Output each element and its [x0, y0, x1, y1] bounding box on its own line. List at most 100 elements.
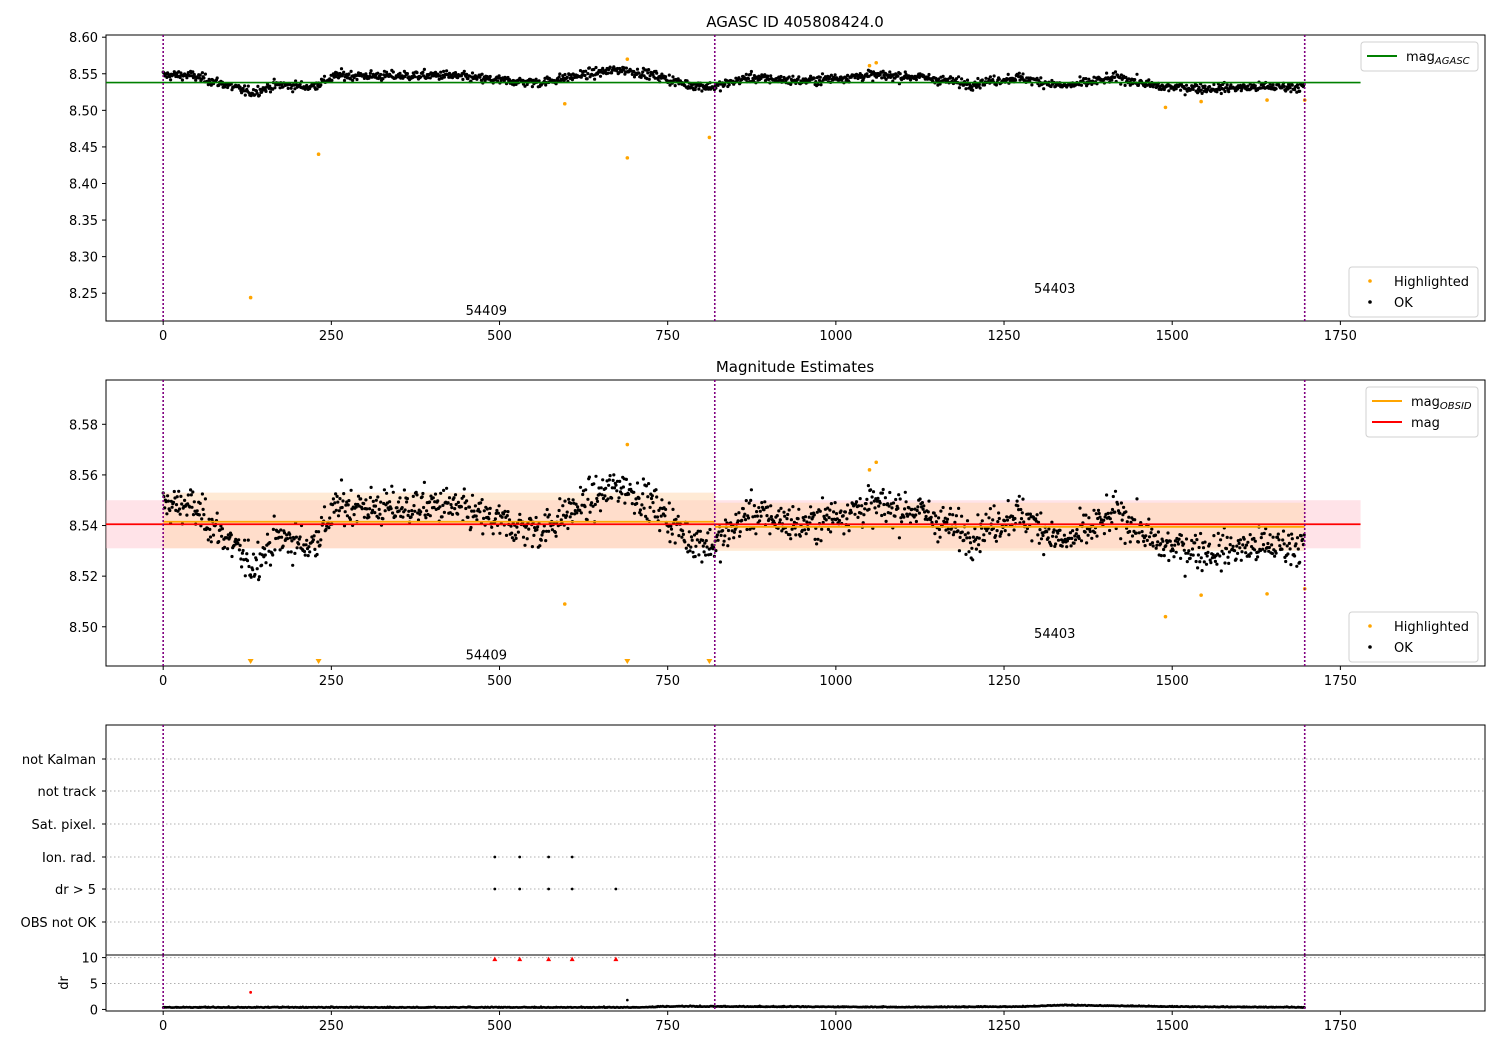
- ok-point: [634, 497, 638, 501]
- ok-point: [1254, 558, 1258, 562]
- ok-point: [976, 76, 980, 81]
- ok-point: [481, 532, 485, 536]
- ok-point: [472, 509, 476, 513]
- ok-point: [500, 515, 504, 519]
- ok-point: [1110, 78, 1114, 82]
- ok-point: [789, 537, 793, 541]
- ok-point: [1204, 562, 1209, 566]
- ok-point: [1016, 504, 1020, 508]
- ok-point: [1037, 541, 1041, 545]
- ok-point: [208, 527, 212, 532]
- ok-point: [934, 520, 939, 524]
- dr-clipped-marker: [492, 956, 498, 962]
- ok-point: [595, 496, 599, 501]
- ok-point: [644, 484, 649, 488]
- ok-point: [251, 552, 256, 556]
- ok-point: [1202, 560, 1206, 564]
- ok-point: [694, 544, 698, 548]
- y-tick-label: 8.55: [69, 68, 98, 83]
- ok-point: [271, 527, 275, 532]
- ok-point: [453, 71, 458, 75]
- legend-box: [1365, 386, 1479, 438]
- ok-point: [693, 87, 697, 92]
- dr-clipped-marker: [517, 956, 523, 962]
- ok-point: [688, 549, 692, 553]
- ok-point: [749, 72, 753, 76]
- ok-point: [903, 490, 907, 494]
- ok-point: [447, 496, 452, 500]
- ok-point: [1122, 505, 1126, 509]
- ok-point: [537, 79, 541, 83]
- ok-point: [997, 516, 1001, 521]
- ok-point: [982, 83, 987, 87]
- obsid-label: 54403: [1034, 282, 1075, 297]
- ok-point: [874, 511, 879, 515]
- ok-point: [349, 488, 353, 492]
- ok-point: [673, 84, 677, 88]
- ok-point: [873, 506, 877, 510]
- ok-point: [603, 494, 607, 498]
- ok-point: [510, 536, 514, 540]
- ok-point: [1039, 511, 1043, 515]
- ok-point: [1162, 547, 1166, 552]
- x-tick-label: 250: [319, 329, 344, 344]
- ok-point: [415, 493, 419, 497]
- flag-point: [570, 887, 574, 891]
- ok-point: [247, 564, 251, 569]
- ok-point: [769, 515, 774, 519]
- ok-point: [829, 530, 833, 534]
- ok-point: [1030, 83, 1034, 87]
- legend-label-main: OK: [1394, 641, 1413, 656]
- ok-point: [302, 549, 307, 554]
- ok-point: [240, 91, 244, 95]
- ok-point: [1173, 543, 1177, 547]
- ok-point: [452, 496, 456, 500]
- x-tick-label: 1000: [819, 1019, 852, 1034]
- ok-point: [1274, 87, 1278, 91]
- ok-point: [407, 509, 411, 513]
- ok-point: [347, 499, 351, 503]
- ok-point: [606, 71, 610, 75]
- ok-point: [819, 539, 823, 543]
- ok-point: [726, 528, 731, 533]
- ok-point: [896, 74, 900, 78]
- ok-point: [647, 68, 651, 72]
- ok-point: [1074, 532, 1078, 536]
- ok-point: [391, 511, 395, 515]
- ok-point: [467, 505, 472, 509]
- ok-point: [191, 513, 196, 517]
- ok-point: [556, 514, 560, 518]
- ok-point: [1053, 544, 1057, 549]
- ok-point: [653, 515, 657, 519]
- ok-point: [422, 67, 426, 71]
- ok-point: [378, 512, 382, 516]
- ok-point: [965, 519, 970, 523]
- ok-point: [475, 518, 479, 522]
- ok-point: [1113, 70, 1118, 74]
- ok-point: [442, 488, 446, 492]
- ok-point: [866, 484, 871, 488]
- ok-point: [183, 498, 187, 502]
- ok-point: [583, 73, 587, 78]
- ok-point: [295, 546, 299, 550]
- ok-point: [1182, 542, 1186, 546]
- ok-point: [655, 71, 659, 75]
- ok-point: [646, 495, 650, 499]
- ok-point: [1243, 546, 1247, 550]
- ok-point: [685, 79, 689, 83]
- ok-point: [1119, 537, 1123, 541]
- legend-label-main: OK: [1394, 296, 1413, 311]
- panel-dr-frame: [105, 954, 1486, 1012]
- ok-point: [1135, 497, 1139, 501]
- y-tick-label: 10: [81, 952, 98, 967]
- ok-point: [1234, 557, 1238, 561]
- ok-point: [1273, 554, 1277, 558]
- ok-point: [413, 509, 417, 513]
- ok-point: [265, 532, 270, 536]
- ok-point: [257, 578, 261, 582]
- highlighted-point: [625, 442, 630, 447]
- ok-point: [687, 530, 691, 534]
- ok-point: [1105, 71, 1109, 75]
- flag-point: [547, 887, 551, 891]
- ok-point: [627, 492, 631, 496]
